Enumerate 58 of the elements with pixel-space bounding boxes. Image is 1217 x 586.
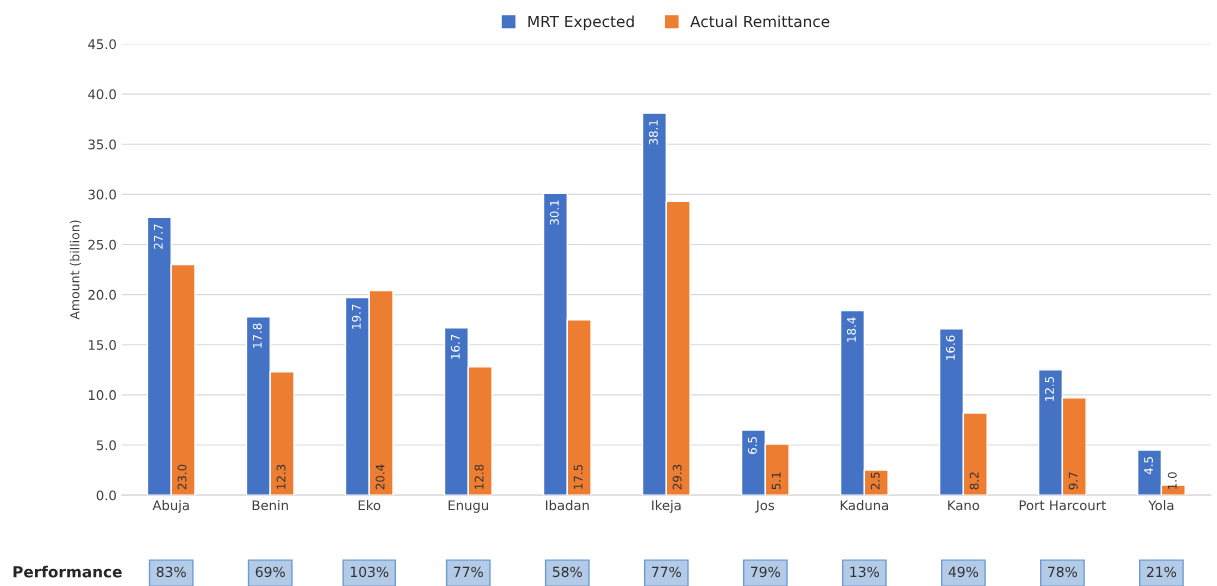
y-tick-label: 0.0	[96, 490, 116, 501]
data-label: 29.3	[672, 464, 682, 490]
data-label: 38.1	[648, 120, 658, 145]
y-tick-label: 15.0	[88, 339, 116, 350]
x-tick-label: Jos	[755, 500, 775, 513]
y-tick-label: 45.0	[88, 39, 116, 50]
x-tick-label: Benin	[252, 500, 288, 511]
data-label: 30.1	[549, 200, 559, 225]
y-tick-label: 30.0	[88, 189, 116, 200]
text: 49%	[948, 566, 979, 578]
y-tick-label: 40.0	[88, 89, 116, 100]
data-label: 2.5	[870, 472, 880, 490]
text: 77%	[453, 566, 483, 578]
y-tick-label: 25.0	[88, 239, 116, 250]
data-label: 27.7	[153, 224, 163, 249]
data-label: 5.1	[771, 472, 781, 490]
text: 58%	[552, 566, 582, 578]
data-label: 12.5	[1045, 376, 1054, 401]
data-label: 16.6	[945, 335, 955, 360]
data-label: 12.3	[276, 464, 286, 489]
data-label: 23.0	[177, 464, 187, 490]
text: 78%	[1048, 566, 1078, 578]
y-tick-label: 20.0	[88, 289, 116, 300]
legend-label: Actual Remittance	[690, 15, 830, 28]
text: 69%	[255, 566, 285, 578]
x-tick-label: Kaduna	[840, 500, 888, 511]
x-tick-label: Kano	[948, 500, 980, 511]
text: 103%	[350, 566, 389, 578]
data-label: 17.5	[573, 464, 583, 489]
data-label: 4.5	[1144, 457, 1153, 475]
x-tick-label: Ibadan	[545, 500, 589, 511]
data-label: 18.4	[846, 317, 856, 342]
data-label: 16.7	[450, 334, 460, 359]
x-tick-label: Abuja	[152, 500, 189, 513]
data-label: 8.2	[969, 472, 979, 490]
text: 77%	[652, 566, 681, 578]
y-tick-label: 10.0	[88, 390, 116, 401]
data-label: 19.7	[351, 304, 361, 329]
y-tick-label: 5.0	[96, 440, 116, 451]
data-label: 9.7	[1068, 472, 1078, 490]
text: 79%	[751, 566, 780, 578]
x-tick-label: Ikeja	[652, 500, 681, 513]
text: Performance	[13, 565, 122, 578]
data-label: 1.0	[1167, 472, 1177, 489]
y-tick-label: 35.0	[88, 139, 116, 150]
data-label: 12.8	[474, 464, 484, 489]
y-axis-title: Amount (billion)	[69, 220, 81, 320]
x-tick-label: Enugu	[448, 500, 488, 513]
text: 21%	[1146, 566, 1177, 578]
data-label: 6.5	[747, 437, 757, 454]
text: 83%	[156, 566, 186, 578]
legend-label: MRT Expected	[528, 15, 634, 31]
data-label: 20.4	[375, 464, 385, 490]
text: 13%	[850, 566, 880, 578]
x-tick-label: Yola	[1148, 500, 1174, 511]
data-label: 17.8	[252, 323, 262, 348]
x-tick-label: Eko	[358, 500, 381, 511]
x-tick-label: Port Harcourt	[1019, 500, 1106, 511]
